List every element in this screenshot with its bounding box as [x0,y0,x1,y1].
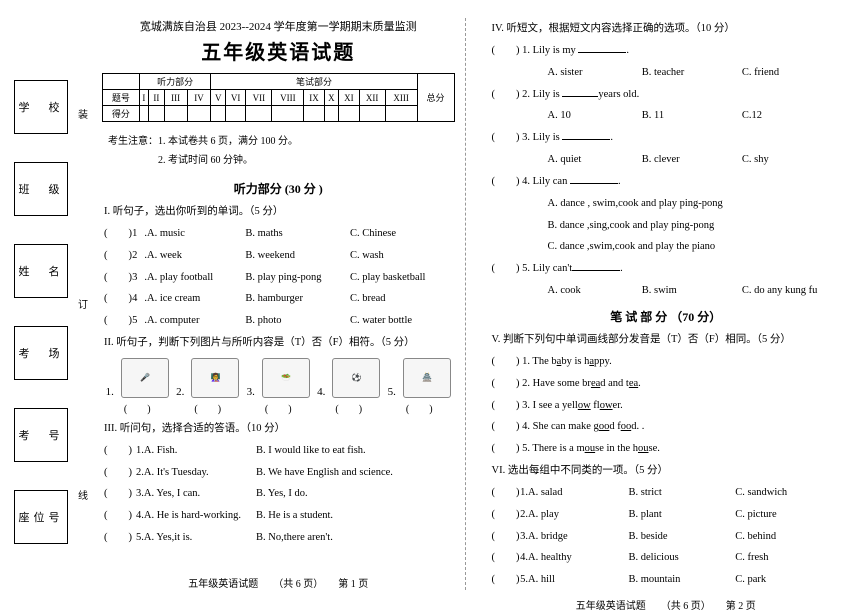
row-q: 题号 [103,90,140,106]
s4-q5-opts: A. cookB. swimC. do any kung fu [492,282,843,300]
s4-q4b: B. dance ,sing,cook and play ping-pong [492,217,843,235]
main-title: 五年级英语试题 [102,36,455,65]
margin-gap [14,298,68,326]
s1-row: ( ) 1.A. musicB. mathsC. Chinese [104,225,455,243]
s4-q1-opts: A. sisterB. teacherC. friend [492,64,843,82]
listening-header: 听力部分 (30 分 ) [102,180,455,197]
s3-row: ( ) 5. A. Yes,it is.B. No,there aren't. [104,529,455,547]
margin-seat: 座位号 [14,490,68,544]
write-header: 笔试部分 [211,74,417,90]
margin-gap [14,216,68,244]
s4-q3: ( ) 3. Lily is . [492,129,843,147]
s5-row: ( ) 2. Have some bread and tea. [492,375,843,393]
s4-title: IV. 听短文，根据短文内容选择正确的选项。（10 分） [492,20,843,38]
s4-q1: ( ) 1. Lily is my . [492,42,843,60]
margin-class: 班 级 [14,162,68,216]
margin-school: 学 校 [14,80,68,134]
exam-notes: 考生注意：1. 本试卷共 6 页，满分 100 分。 考生注意：2. 考试时间 … [108,132,455,170]
s1-row: ( ) 5.A. computerB. photoC. water bottle [104,312,455,330]
margin-gap [14,380,68,408]
s6-row: ( ) 2. A. playB. plantC. picture [492,506,843,524]
s4-q4a: A. dance , swim,cook and play ping-pong [492,195,843,213]
page-2: IV. 听短文，根据短文内容选择正确的选项。（10 分） ( ) 1. Lily… [474,18,847,590]
s3-title: III. 听问句，选择合适的答语。（10 分） [104,420,455,438]
pic-icon: ⚽ [332,358,380,398]
margin-number: 考 号 [14,408,68,462]
s4-q3-opts: A. quietB. cleverC. shy [492,151,843,169]
s5-row: ( ) 4. She can make good food. . [492,418,843,436]
pic-icon: 👩‍🏫 [191,358,239,398]
margin-name: 姓 名 [14,244,68,298]
binding-dashes: 装 订 线 [76,18,90,590]
pre-title: 宽城满族自治县 2023--2024 学年度第一学期期末质量监测 [102,18,455,34]
s6-title: VI. 选出每组中不同类的一项。（5 分） [492,462,843,480]
bind-char: 订 [78,296,88,311]
margin-room: 考 场 [14,326,68,380]
s5-row: ( ) 1. The baby is happy. [492,353,843,371]
bind-char: 装 [78,106,88,121]
s6-row: ( ) 5. A. hillB. mountainC. park [492,571,843,589]
pic-icon: 🥗 [262,358,310,398]
s4-q5: ( ) 5. Lily can't. [492,260,843,278]
s1-row: ( ) 3.A. play footballB. play ping-pongC… [104,269,455,287]
s1-row: ( ) 2.A. weekB. weekendC. wash [104,247,455,265]
listen-header: 听力部分 [139,74,211,90]
s5-row: ( ) 5. There is a mouse in the house. [492,440,843,458]
binding-margin: 学 校 班 级 姓 名 考 场 考 号 座位号 [14,18,68,590]
pic-icon: 🎤 [121,358,169,398]
s5-title: V. 判断下列句中单词画线部分发音是（T）否（F）相同。（5 分） [492,331,843,349]
page-container: 学 校 班 级 姓 名 考 场 考 号 座位号 装 订 线 宽城满族自治县 20… [14,18,846,590]
s6-row: ( ) 3. A. bridgeB. besideC. behind [492,528,843,546]
s3-row: ( ) 2. A. It's Tuesday.B. We have Englis… [104,464,455,482]
page-1: 宽城满族自治县 2023--2024 学年度第一学期期末质量监测 五年级英语试题… [98,18,466,590]
s6-row: ( ) 4. A. healthyB. deliciousC. fresh [492,549,843,567]
s1-row: ( ) 4.A. ice creamB. hamburgerC. bread [104,290,455,308]
s3-row: ( ) 4. A. He is hard-working.B. He is a … [104,507,455,525]
s3-row: ( ) 1. A. Fish.B. I would like to eat fi… [104,442,455,460]
written-header: 笔 试 部 分 （70 分） [490,308,843,325]
s4-q4: ( ) 4. Lily can . [492,173,843,191]
page1-footer: 五年级英语试题 （共 6 页） 第 1 页 [102,569,455,590]
row-s: 得分 [103,106,140,122]
bind-char: 线 [78,487,88,502]
s3-row: ( ) 3. A. Yes, I can.B. Yes, I do. [104,485,455,503]
s5-row: ( ) 3. I see a yellow flower. [492,397,843,415]
s6-row: ( ) 1. A. saladB. strictC. sandwich [492,484,843,502]
s2-blanks: ( )( )( )( )( ) [102,400,455,415]
score-table: 听力部分 笔试部分 总分 题号 IIIIIIIV VVIVIIVIII IXXX… [102,73,455,122]
s2-images: 1.🎤 2.👩‍🏫 3.🥗 4.⚽ 5.🏯 [102,358,455,398]
s4-q2-opts: A. 10B. 11C.12 [492,107,843,125]
s2-title: II. 听句子，判断下列图片与所听内容是（T）否（F）相符。（5 分） [104,334,455,352]
s4-q2: ( ) 2. Lily is years old. [492,86,843,104]
margin-gap [14,462,68,490]
s4-q4c: C. dance ,swim,cook and play the piano [492,238,843,256]
margin-gap [14,134,68,162]
total-header: 总分 [417,74,454,122]
pic-icon: 🏯 [403,358,451,398]
page2-footer: 五年级英语试题 （共 6 页） 第 2 页 [490,591,843,612]
s1-title: I. 听句子，选出你听到的单词。（5 分） [104,203,455,221]
